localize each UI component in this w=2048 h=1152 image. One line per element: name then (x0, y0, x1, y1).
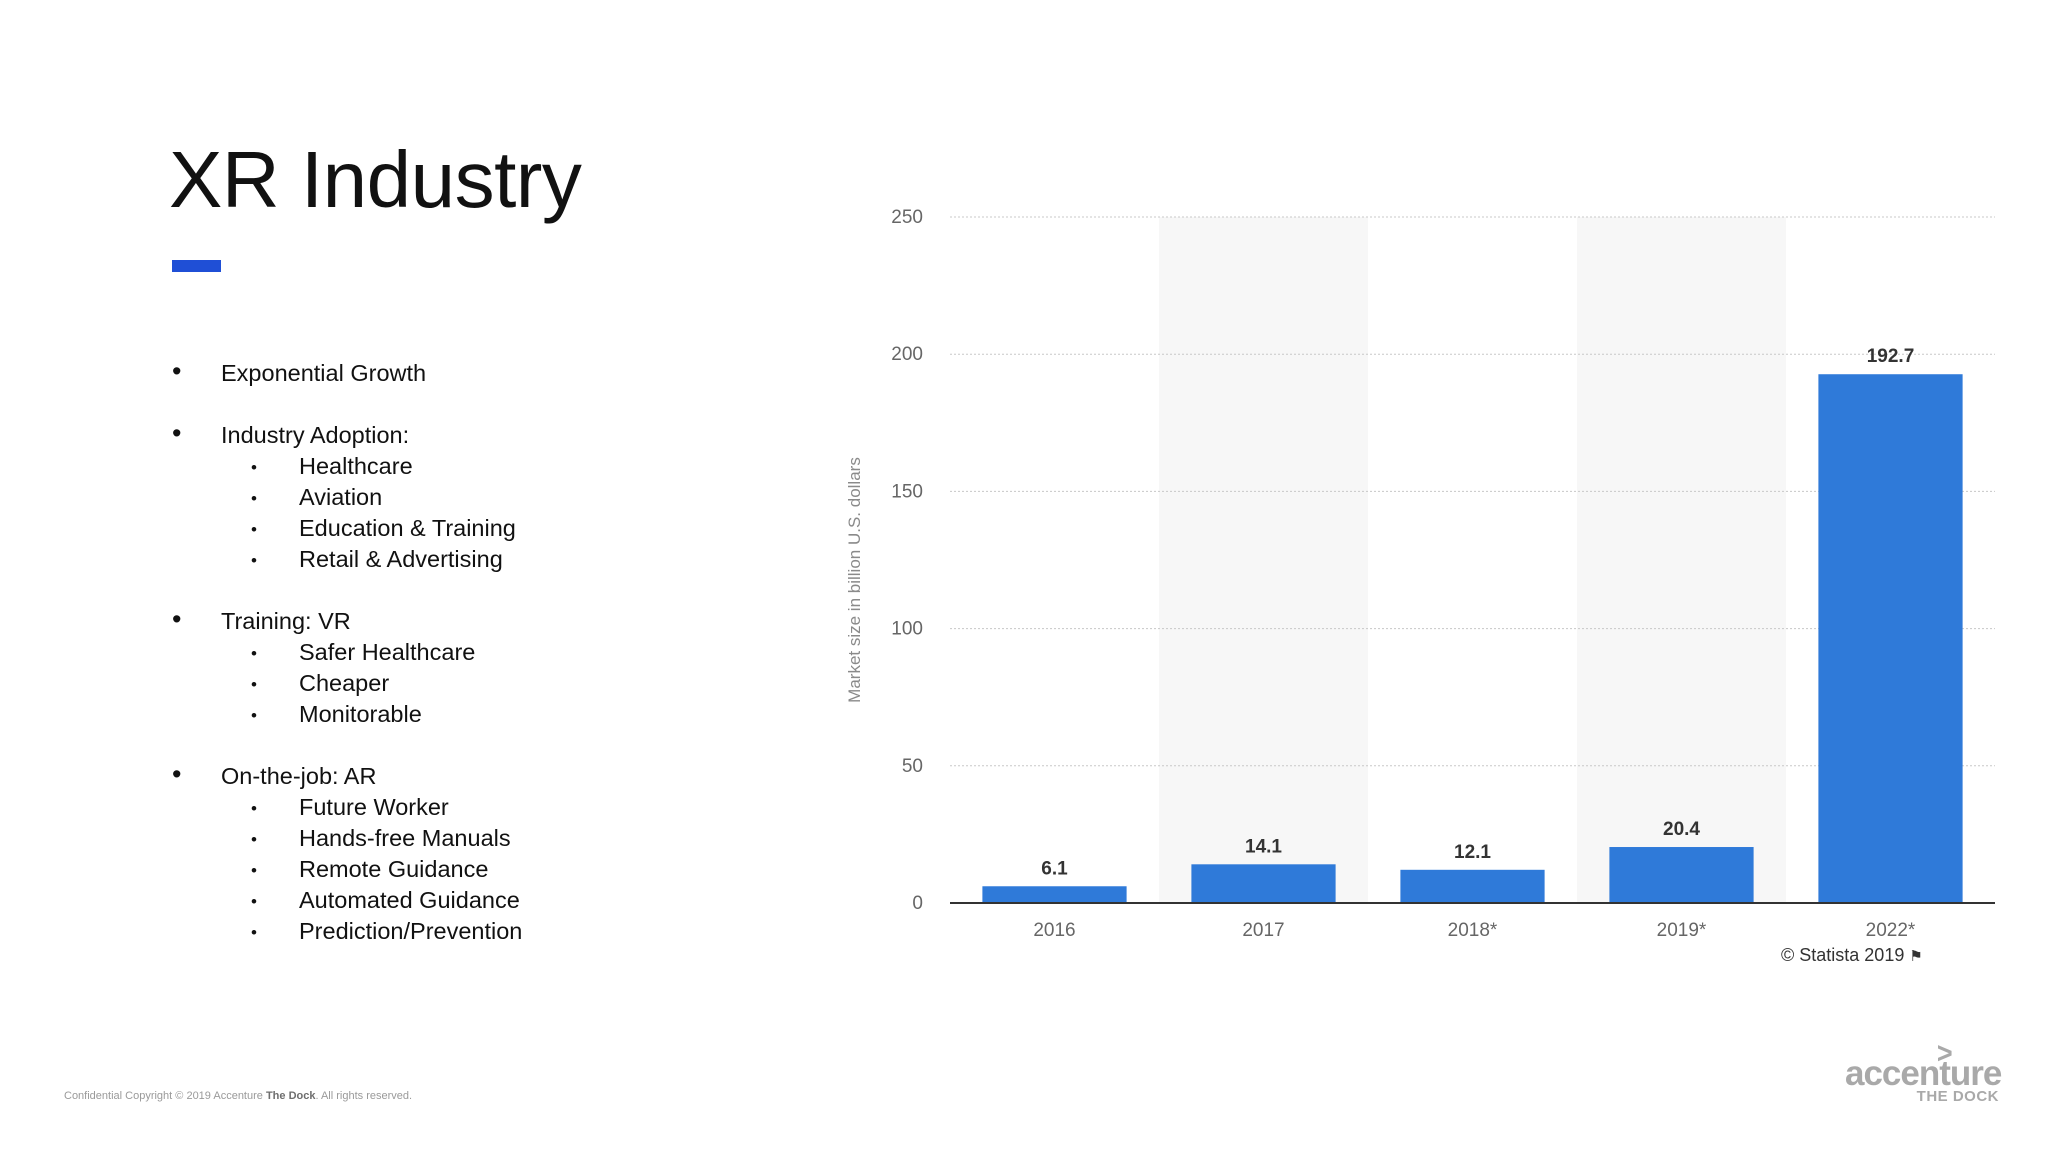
sub-bullet-item: Prediction/Prevention (170, 916, 730, 948)
sub-bullet-item: Future Worker (170, 792, 730, 824)
bar (1818, 374, 1963, 903)
logo-subtitle: THE DOCK (1916, 1088, 1999, 1105)
sub-bullet-item: Education & Training (170, 513, 730, 545)
y-tick-label: 0 (912, 893, 923, 914)
data-label: 192.7 (1867, 346, 1915, 367)
logo-chevron-icon: > (1936, 1037, 1953, 1070)
logo-wordmark: accenture (1845, 1054, 2002, 1093)
bullet-spacer (170, 575, 730, 606)
statista-credit[interactable]: © Statista 2019 ⚑ (1781, 945, 1923, 966)
x-tick-label: 2017 (1242, 920, 1284, 941)
sub-bullet-item: Aviation (170, 482, 730, 514)
footer-prefix: Confidential Copyright © 2019 Accenture (64, 1090, 266, 1102)
bar (1191, 864, 1336, 903)
y-axis-title: Market size in billion U.S. dollars (845, 457, 864, 703)
x-tick-label: 2022* (1866, 920, 1916, 941)
title-accent-bar (172, 260, 221, 272)
footer-suffix: . All rights reserved. (315, 1090, 413, 1102)
footer-bold: The Dock (265, 1090, 316, 1102)
y-tick-label: 50 (902, 756, 923, 777)
category-band (1159, 217, 1368, 903)
bar (1400, 869, 1545, 903)
flag-icon: ⚑ (1909, 948, 1923, 965)
data-label: 14.1 (1245, 836, 1282, 857)
bar (982, 886, 1127, 903)
x-tick-label: 2016 (1033, 920, 1075, 941)
data-label: 20.4 (1663, 819, 1700, 840)
bullet-item: Exponential Growth (170, 356, 730, 389)
data-label: 6.1 (1041, 858, 1068, 879)
sub-bullet-item: Automated Guidance (170, 885, 730, 917)
bullet-item: On-the-job: AR (170, 759, 730, 792)
y-tick-label: 100 (891, 619, 923, 640)
bullet-spacer (170, 730, 730, 761)
y-tick-label: 250 (891, 207, 923, 228)
sub-bullet-item: Safer Healthcare (170, 637, 730, 669)
bullet-item: Industry Adoption: (170, 418, 730, 451)
x-tick-label: 2018* (1448, 920, 1498, 941)
slide-title: XR Industry (169, 135, 582, 224)
copyright-footer: Confidential Copyright © 2019 Accenture … (64, 1090, 412, 1102)
bullet-list: Exponential Growth Industry Adoption:Heal… (170, 356, 730, 948)
bullet-item: Training: VR (170, 604, 730, 637)
sub-bullet-item: Remote Guidance (170, 854, 730, 886)
sub-bullet-item: Retail & Advertising (170, 544, 730, 576)
sub-bullet-item: Monitorable (170, 699, 730, 731)
bar-chart-svg: 0 50 100 150 200 250 6.1 2016 14.1 2017 12.1 2018* 2… (845, 207, 1995, 941)
sub-bullet-item: Cheaper (170, 668, 730, 700)
bar (1609, 847, 1754, 903)
bullet-spacer (170, 389, 730, 420)
credit-text: © Statista 2019 (1781, 945, 1905, 965)
market-size-chart: 0 50 100 150 200 250 6.1 2016 14.1 2017 12.1 2018* 2… (800, 170, 2000, 990)
data-label: 12.1 (1454, 842, 1491, 863)
x-tick-label: 2019* (1657, 920, 1707, 941)
y-tick-label: 150 (891, 481, 923, 502)
y-tick-label: 200 (891, 344, 923, 365)
category-band (1577, 217, 1786, 903)
sub-bullet-item: Healthcare (170, 451, 730, 483)
accenture-logo: > accenture THE DOCK (1845, 1037, 2005, 1110)
sub-bullet-item: Hands-free Manuals (170, 823, 730, 855)
